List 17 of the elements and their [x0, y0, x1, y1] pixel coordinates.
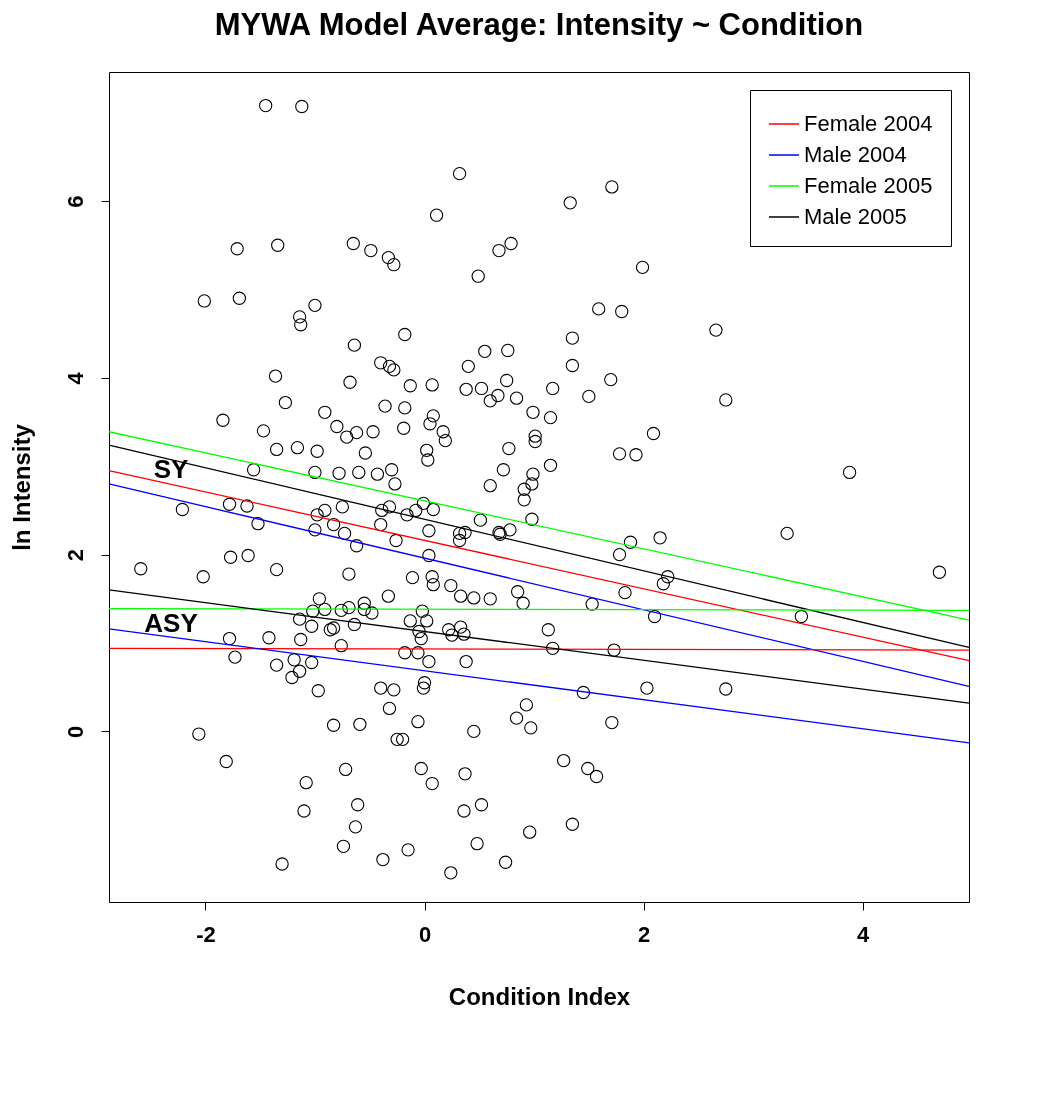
y-tick-label: 2	[62, 548, 88, 562]
legend-label: Male 2005	[804, 204, 907, 229]
y-tick-label: 4	[62, 371, 88, 385]
y-tick-label: 0	[62, 725, 88, 739]
y-axis-title: ln Intensity	[7, 423, 35, 551]
legend-label: Female 2005	[804, 173, 933, 198]
x-tick-label: 4	[857, 921, 871, 947]
annotation: ASY	[144, 607, 198, 638]
x-tick-label: 2	[638, 921, 651, 947]
x-tick-label: -2	[196, 921, 216, 947]
y-tick-label: 6	[62, 195, 88, 208]
legend-label: Female 2004	[804, 111, 933, 136]
x-tick-label: 0	[418, 921, 432, 947]
annotation: SY	[153, 454, 189, 485]
legend-label: Male 2004	[804, 142, 907, 167]
x-axis-title: Condition Index	[448, 982, 631, 1010]
chart-title: MYWA Model Average: Intensity ~ Condition	[214, 7, 864, 42]
